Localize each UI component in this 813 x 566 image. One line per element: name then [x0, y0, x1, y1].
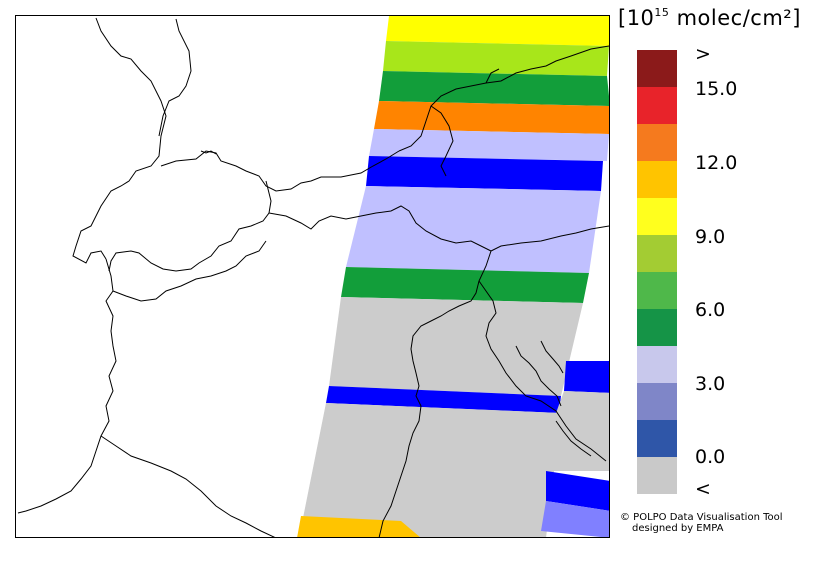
- coastline: [100, 435, 276, 537]
- legend-title-prefix: [10: [618, 6, 655, 30]
- credit-line-1: © POLPO Data Visualisation Tool: [620, 512, 783, 523]
- swath-strip: [329, 297, 583, 396]
- credit-line-2: designed by EMPA: [632, 523, 724, 534]
- legend-swatch: [637, 346, 677, 383]
- swath-strip: [541, 501, 609, 537]
- legend-title: [1015 molec/cm²]: [618, 6, 801, 30]
- swath-strip: [326, 386, 561, 413]
- border-line: [72, 17, 167, 264]
- swath-strip: [369, 129, 609, 161]
- legend-swatch: [637, 87, 677, 124]
- legend-tick-label: >: [695, 43, 711, 65]
- legend-swatch: [637, 420, 677, 457]
- legend-tick-label: 0.0: [695, 446, 726, 468]
- satellite-swath: [297, 16, 609, 537]
- border-line: [268, 205, 492, 252]
- legend-swatch: [637, 198, 677, 235]
- legend-title-suffix: molec/cm²]: [669, 6, 801, 30]
- legend-tick-label: <: [695, 478, 711, 500]
- swath-strip: [346, 186, 601, 273]
- legend-swatch: [637, 309, 677, 346]
- coastline: [540, 340, 564, 374]
- credit-text: © POLPO Data Visualisation Tool designed…: [620, 512, 783, 534]
- coastline: [200, 150, 217, 155]
- border-line: [160, 150, 400, 192]
- legend-swatch: [637, 161, 677, 198]
- swath-strip: [383, 41, 609, 76]
- coastline: [478, 280, 607, 462]
- legend-tick-label: 9.0: [695, 226, 726, 248]
- swath-strip: [299, 403, 561, 537]
- legend-title-exponent: 15: [654, 6, 670, 19]
- map-canvas: [17, 16, 609, 537]
- coastline: [378, 250, 492, 537]
- legend-swatch: [637, 272, 677, 309]
- legend-tick-label: 15.0: [695, 78, 738, 100]
- border-line: [17, 258, 117, 514]
- legend-swatch: [637, 235, 677, 272]
- map-frame: [15, 15, 610, 538]
- legend-tick-label: 3.0: [695, 373, 726, 395]
- legend-swatch: [637, 50, 677, 87]
- swath-strip: [366, 156, 603, 191]
- swath-strip: [374, 101, 609, 134]
- legend-swatch: [637, 383, 677, 420]
- coastline: [515, 345, 562, 407]
- legend-swatch: [637, 124, 677, 161]
- swath-strip: [546, 471, 609, 511]
- country-borders: [17, 17, 609, 537]
- swath-strip: [386, 16, 609, 46]
- legend-colorbar: [637, 50, 677, 494]
- border-line: [490, 225, 609, 252]
- swath-strip: [297, 516, 420, 537]
- swath-strip: [379, 71, 609, 106]
- border-line: [485, 68, 500, 84]
- border-line: [430, 105, 454, 177]
- legend-tick-label: 12.0: [695, 152, 738, 174]
- border-line: [112, 240, 267, 302]
- legend-swatch: [637, 457, 677, 494]
- swath-strip: [341, 267, 589, 303]
- coastline: [555, 420, 592, 457]
- border-line: [158, 18, 192, 137]
- swath-strip: [564, 361, 609, 393]
- border-line: [108, 180, 272, 272]
- legend-tick-label: 6.0: [695, 299, 726, 321]
